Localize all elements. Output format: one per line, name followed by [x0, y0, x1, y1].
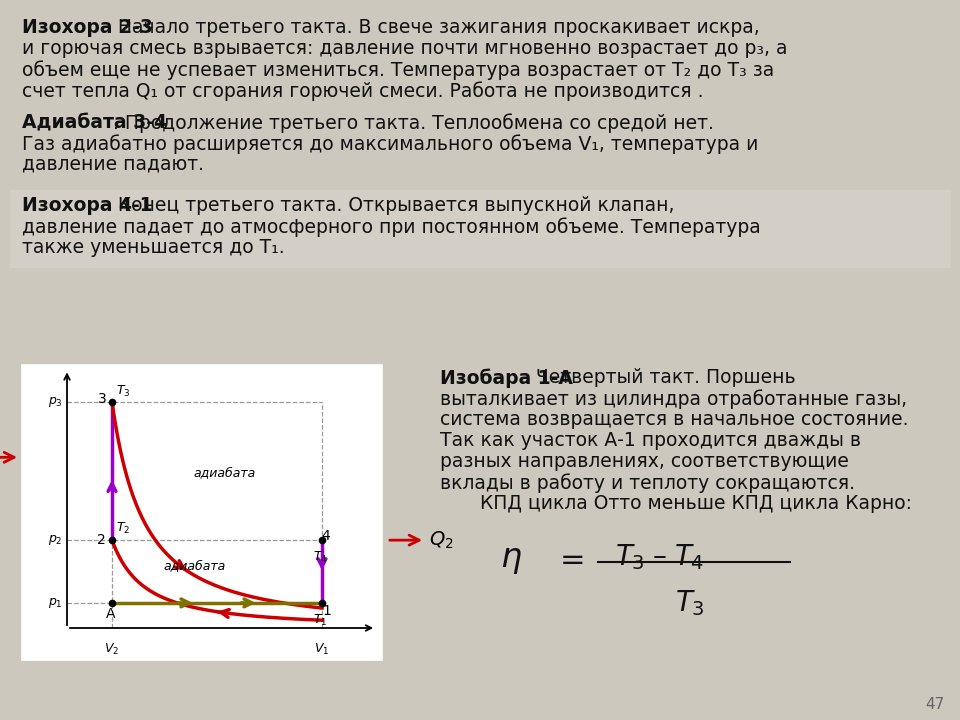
Text: также уменьшается до Т₁.: также уменьшается до Т₁. — [22, 238, 284, 257]
Text: 3: 3 — [98, 392, 107, 406]
Text: $\eta$: $\eta$ — [500, 544, 522, 577]
Text: Так как участок А-1 проходится дважды в: Так как участок А-1 проходится дважды в — [440, 431, 861, 450]
Text: давление падает до атмосферного при постоянном объеме. Температура: давление падает до атмосферного при пост… — [22, 217, 760, 237]
Text: 4: 4 — [322, 529, 330, 543]
Text: Изохора 2-3: Изохора 2-3 — [22, 18, 153, 37]
Text: . Конец третьего такта. Открывается выпускной клапан,: . Конец третьего такта. Открывается выпу… — [106, 196, 674, 215]
Text: Изобара 1-А: Изобара 1-А — [440, 368, 573, 387]
Text: . Четвертый такт. Поршень: . Четвертый такт. Поршень — [523, 368, 795, 387]
Text: $T_3 \;–\; T_4$: $T_3 \;–\; T_4$ — [615, 542, 705, 572]
Text: $T_3$: $T_3$ — [116, 384, 131, 399]
Text: КПД цикла Отто меньше КПД цикла Карно:: КПД цикла Отто меньше КПД цикла Карно: — [480, 494, 912, 513]
Text: =: = — [560, 546, 586, 575]
Text: Газ адиабатно расширяется до максимального объема V₁, температура и: Газ адиабатно расширяется до максимально… — [22, 134, 758, 153]
Text: $T_3$: $T_3$ — [675, 588, 705, 618]
Text: система возвращается в начальное состояние.: система возвращается в начальное состоян… — [440, 410, 908, 429]
Text: 1: 1 — [323, 604, 331, 618]
Bar — [22, 365, 382, 660]
Text: счет тепла Q₁ от сгорания горючей смеси. Работа не производится .: счет тепла Q₁ от сгорания горючей смеси.… — [22, 81, 704, 101]
Text: и горючая смесь взрывается: давление почти мгновенно возрастает до р₃, а: и горючая смесь взрывается: давление поч… — [22, 39, 787, 58]
Text: $p_2$: $p_2$ — [48, 533, 63, 547]
Text: $V_2$: $V_2$ — [105, 642, 120, 657]
Text: объем еще не успевает измениться. Температура возрастает от Т₂ до Т₃ за: объем еще не успевает измениться. Темпер… — [22, 60, 775, 80]
Text: $T_1$: $T_1$ — [313, 613, 327, 628]
Text: 2: 2 — [97, 533, 106, 547]
Text: Изохора 4-1: Изохора 4-1 — [22, 196, 153, 215]
Text: адиабата: адиабата — [163, 559, 226, 572]
Text: A: A — [107, 607, 116, 621]
Text: давление падают.: давление падают. — [22, 155, 204, 174]
Text: . Начало третьего такта. В свече зажигания проскакивает искра,: . Начало третьего такта. В свече зажиган… — [106, 18, 759, 37]
Text: разных направлениях, соответствующие: разных направлениях, соответствующие — [440, 452, 849, 471]
Text: адиабата: адиабата — [193, 466, 255, 479]
Text: 47: 47 — [925, 697, 945, 712]
Text: $V_1$: $V_1$ — [314, 642, 329, 657]
Bar — [10, 190, 950, 267]
Text: вклады в работу и теплоту сокращаются.: вклады в работу и теплоту сокращаются. — [440, 473, 855, 492]
Text: $p_1$: $p_1$ — [48, 596, 63, 610]
Text: $T_4$: $T_4$ — [313, 550, 327, 565]
Text: Адиабата 3-4: Адиабата 3-4 — [22, 113, 167, 132]
Text: $T_2$: $T_2$ — [116, 521, 131, 536]
Text: . Продолжение третьего такта. Теплообмена со средой нет.: . Продолжение третьего такта. Теплообмен… — [113, 113, 714, 132]
Text: выталкивает из цилиндра отработанные газы,: выталкивает из цилиндра отработанные газ… — [440, 389, 907, 409]
Text: $p_3$: $p_3$ — [48, 395, 63, 409]
Text: $Q_2$: $Q_2$ — [429, 529, 453, 551]
